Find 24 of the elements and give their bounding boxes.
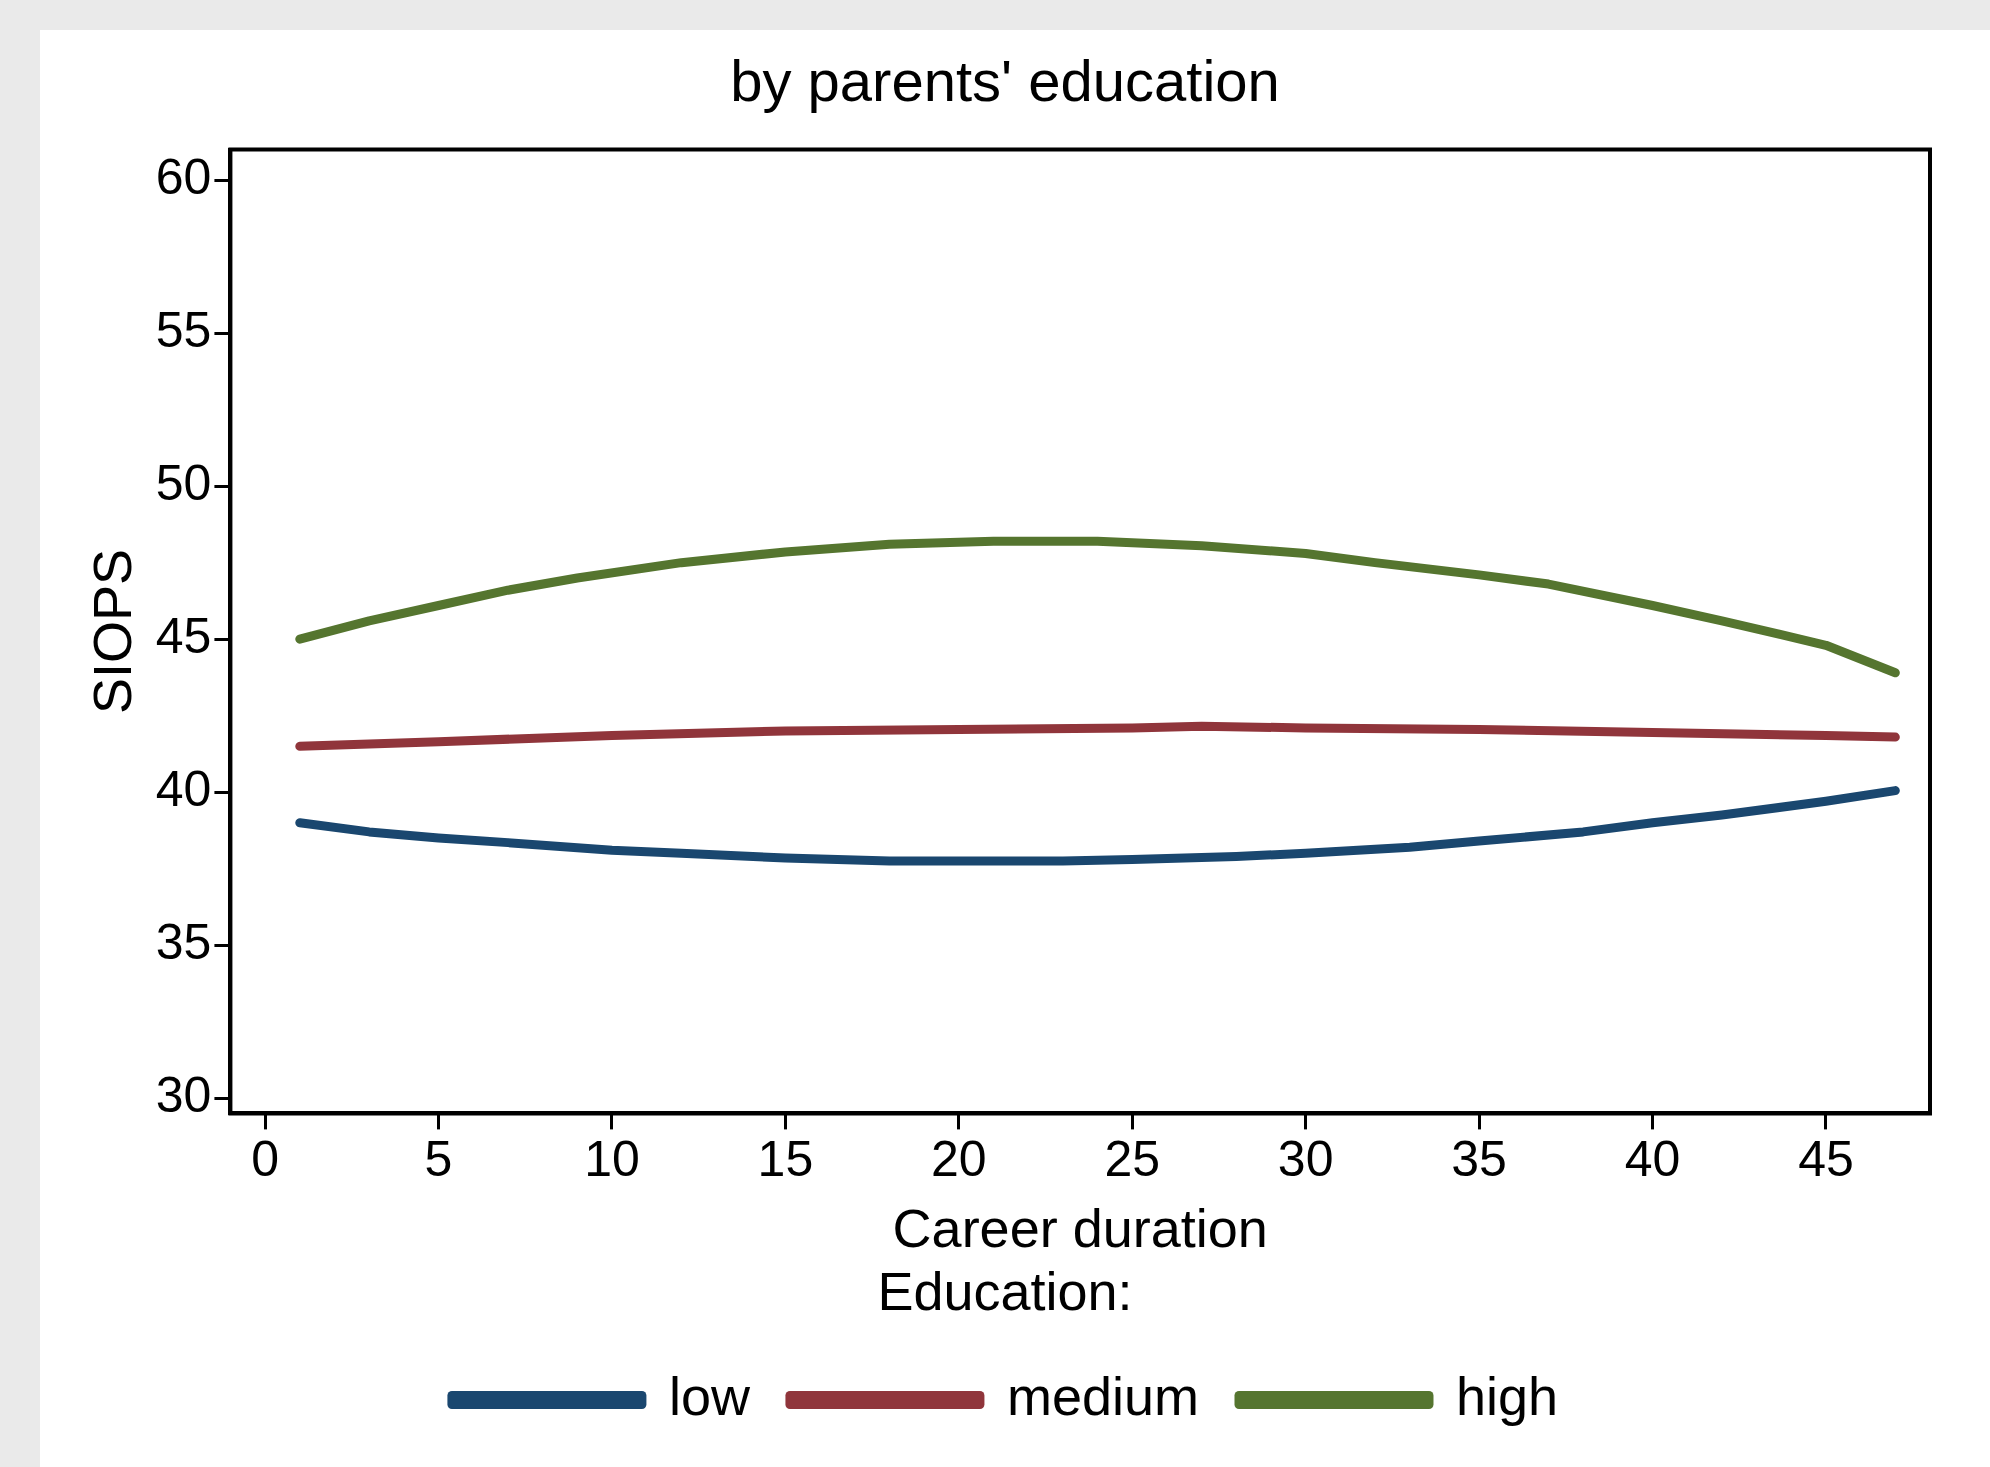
- x-tick-label: 30: [1277, 1131, 1334, 1188]
- x-tick-label: 35: [1451, 1131, 1507, 1188]
- legend-title: Education:: [877, 1261, 1133, 1322]
- y-tick-label: 30: [155, 1066, 212, 1123]
- y-tick-label: 40: [155, 760, 212, 817]
- y-tick-label: 35: [155, 913, 212, 970]
- x-tick-label: 40: [1624, 1131, 1681, 1188]
- x-tick-label: 15: [757, 1131, 814, 1188]
- y-tick-label: 45: [155, 607, 212, 664]
- x-tick-label: 10: [584, 1131, 640, 1188]
- legend-label: high: [1456, 1365, 1559, 1426]
- x-tick-label: 0: [251, 1131, 280, 1188]
- y-tick-label: 55: [155, 301, 212, 358]
- y-axis-title: SIOPS: [82, 548, 143, 715]
- x-tick-label: 5: [424, 1131, 453, 1188]
- y-tick-label: 50: [155, 454, 212, 511]
- x-tick-label: 45: [1798, 1131, 1854, 1188]
- x-axis-title: Career duration: [892, 1197, 1268, 1258]
- chart-title: by parents' education: [730, 47, 1280, 113]
- y-tick-label: 60: [155, 148, 212, 205]
- x-tick-label: 25: [1104, 1131, 1161, 1188]
- legend-label: medium: [1006, 1365, 1199, 1426]
- legend-label: low: [668, 1365, 751, 1426]
- x-tick-label: 20: [931, 1131, 987, 1188]
